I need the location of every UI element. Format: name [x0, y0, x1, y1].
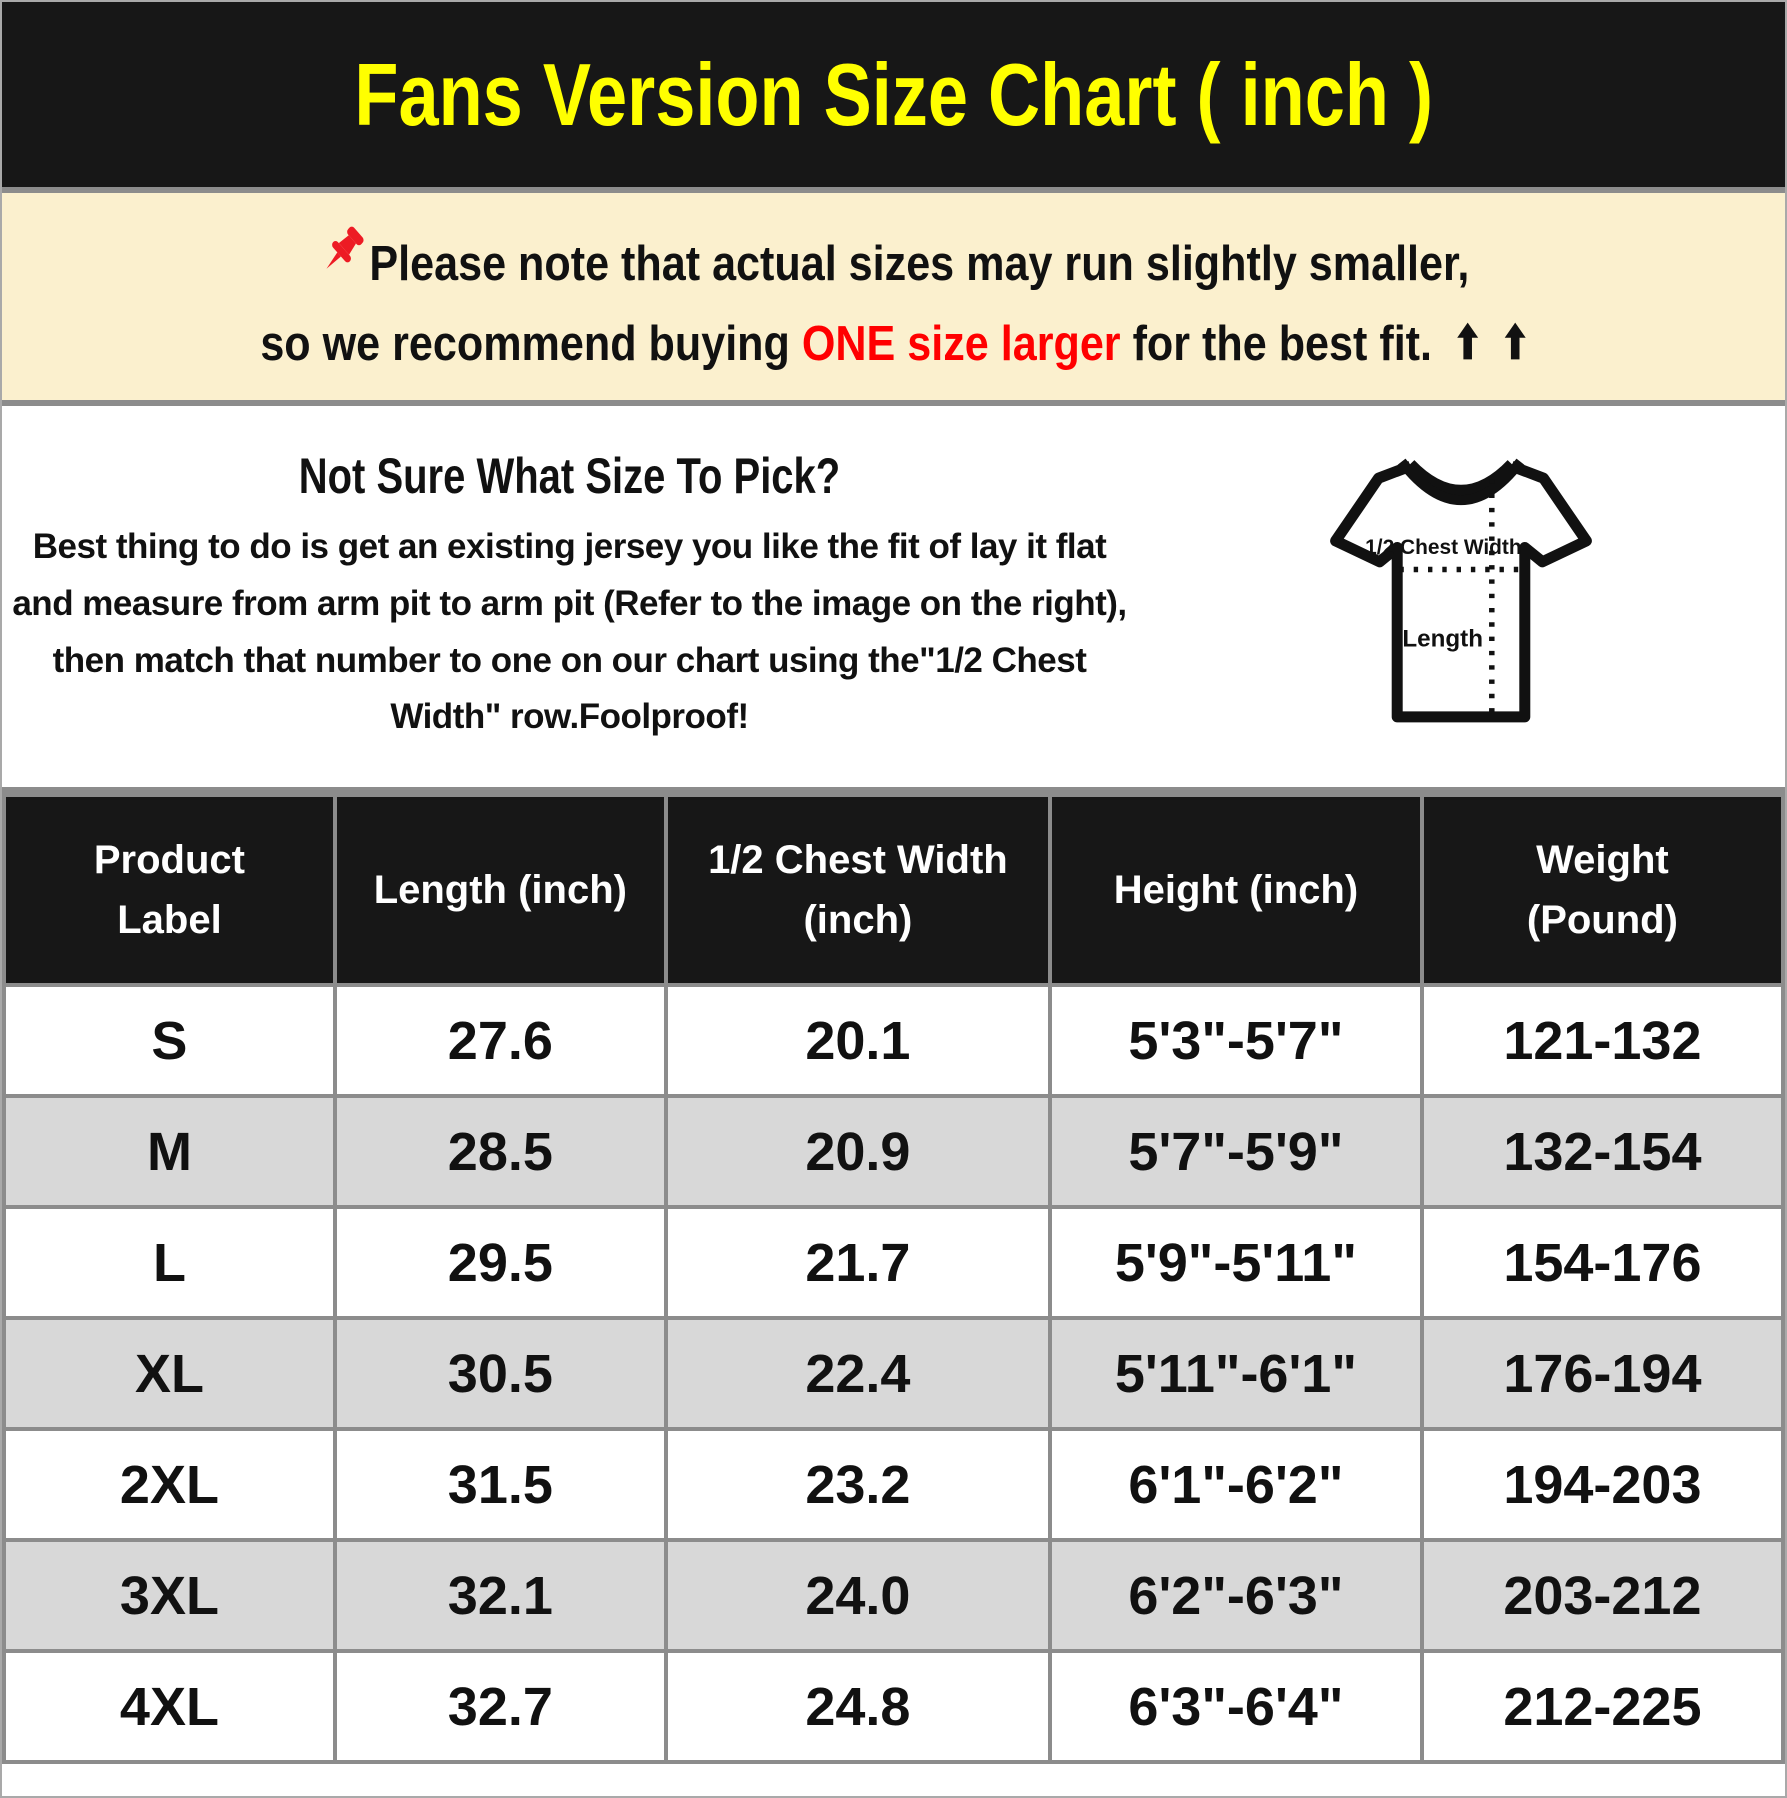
- height-cell: 6'3"-6'4": [1048, 1649, 1424, 1764]
- table-row-l: L 29.5 21.7 5'9"-5'11" 154-176: [2, 1205, 1786, 1320]
- length-cell: 32.1: [332, 1538, 668, 1653]
- header-line: Label: [117, 898, 222, 942]
- weight-cell: 212-225: [1419, 1649, 1786, 1764]
- weight-cell: 154-176: [1419, 1205, 1786, 1320]
- notice-banner: Please note that actual sizes may run sl…: [2, 193, 1785, 406]
- chest-cell: 21.7: [663, 1205, 1053, 1320]
- chest-width-label: 1/2 Chest Width: [1365, 536, 1522, 559]
- height-cell: 5'9"-5'11": [1048, 1205, 1424, 1320]
- pushpin-icon: [326, 226, 365, 269]
- table-row-2xl: 2XL 31.5 23.2 6'1"-6'2" 194-203: [2, 1427, 1786, 1542]
- notice-text-1: Please note that actual sizes may run sl…: [369, 236, 1470, 291]
- page-title: Fans Version Size Chart ( inch ): [236, 44, 1551, 146]
- header-row: Product Label Length (inch) 1/2 Chest Wi…: [2, 793, 1786, 987]
- notice-highlight: ONE size larger: [801, 316, 1121, 371]
- header-length: Length (inch): [332, 793, 668, 987]
- table-row-m: M 28.5 20.9 5'7"-5'9" 132-154: [2, 1094, 1786, 1209]
- header-weight: Weight (Pound): [1419, 793, 1786, 987]
- length-cell: 28.5: [332, 1094, 668, 1209]
- length-label: Length: [1402, 625, 1483, 652]
- chest-cell: 20.9: [663, 1094, 1053, 1209]
- table-row-xl: XL 30.5 22.4 5'11"-6'1" 176-194: [2, 1316, 1786, 1431]
- height-cell: 6'2"-6'3": [1048, 1538, 1424, 1653]
- weight-cell: 176-194: [1419, 1316, 1786, 1431]
- product-label-cell: L: [2, 1205, 337, 1320]
- table-row-4xl: 4XL 32.7 24.8 6'3"-6'4" 212-225: [2, 1649, 1786, 1764]
- header-line: Weight: [1536, 838, 1669, 882]
- size-table-header: Product Label Length (inch) 1/2 Chest Wi…: [2, 793, 1786, 987]
- header-product-label: Product Label: [2, 793, 337, 987]
- length-cell: 30.5: [332, 1316, 668, 1431]
- height-cell: 5'3"-5'7": [1048, 983, 1424, 1098]
- length-cell: 31.5: [332, 1427, 668, 1542]
- header-line: Length (inch): [373, 868, 627, 912]
- product-label-cell: M: [2, 1094, 337, 1209]
- weight-cell: 194-203: [1419, 1427, 1786, 1542]
- product-label-cell: 4XL: [2, 1649, 337, 1764]
- tshirt-measure-icon: 1/2 Chest Width Length: [1330, 458, 1592, 722]
- height-cell: 5'11"-6'1": [1048, 1316, 1424, 1431]
- chest-cell: 24.8: [663, 1649, 1053, 1764]
- weight-cell: 203-212: [1419, 1538, 1786, 1653]
- length-cell: 32.7: [332, 1649, 668, 1764]
- up-arrow-icon: [1504, 322, 1526, 359]
- up-arrow-icon: [1457, 322, 1479, 359]
- size-table: Product Label Length (inch) 1/2 Chest Wi…: [2, 793, 1786, 1764]
- weight-cell: 121-132: [1419, 983, 1786, 1098]
- header-line: Product: [93, 838, 245, 882]
- length-cell: 29.5: [332, 1205, 668, 1320]
- title-bar: Fans Version Size Chart ( inch ): [2, 2, 1785, 193]
- header-height: Height (inch): [1048, 793, 1424, 987]
- chest-cell: 23.2: [663, 1427, 1053, 1542]
- chest-cell: 22.4: [663, 1316, 1053, 1431]
- size-table-body: S 27.6 20.1 5'3"-5'7" 121-132 M 28.5 20.…: [2, 983, 1786, 1764]
- product-label-cell: XL: [2, 1316, 337, 1431]
- size-guide-body: Best thing to do is get an existing jers…: [12, 527, 1127, 737]
- header-chest-width: 1/2 Chest Width (inch): [663, 793, 1053, 987]
- table-row-s: S 27.6 20.1 5'3"-5'7" 121-132: [2, 983, 1786, 1098]
- header-line: (Pound): [1526, 898, 1678, 942]
- height-cell: 6'1"-6'2": [1048, 1427, 1424, 1542]
- size-guide-heading: Not Sure What Size To Pick?: [10, 447, 1129, 505]
- notice-line-1: Please note that actual sizes may run sl…: [238, 222, 1548, 292]
- weight-cell: 132-154: [1419, 1094, 1786, 1209]
- header-line: Height (inch): [1113, 868, 1359, 912]
- tshirt-diagram: 1/2 Chest Width Length: [1137, 432, 1785, 762]
- notice-line-2: so we recommend buying ONE size larger f…: [174, 316, 1613, 372]
- chest-cell: 20.1: [663, 983, 1053, 1098]
- size-guide-text: Not Sure What Size To Pick? Best thing t…: [2, 447, 1137, 746]
- length-cell: 27.6: [332, 983, 668, 1098]
- notice-text-2-after: for the best fit.: [1120, 316, 1433, 371]
- size-guide-heading-text: Not Sure What Size To Pick?: [298, 448, 841, 505]
- table-row-3xl: 3XL 32.1 24.0 6'2"-6'3" 203-212: [2, 1538, 1786, 1653]
- notice-line-1-content: Please note that actual sizes may run sl…: [317, 222, 1470, 292]
- page-title-text: Fans Version Size Chart ( inch ): [354, 44, 1433, 144]
- notice-line-2-content: so we recommend buying ONE size larger f…: [260, 316, 1526, 372]
- header-line: 1/2 Chest Width: [708, 838, 1008, 882]
- product-label-cell: 3XL: [2, 1538, 337, 1653]
- chest-cell: 24.0: [663, 1538, 1053, 1653]
- height-cell: 5'7"-5'9": [1048, 1094, 1424, 1209]
- size-guide-section: Not Sure What Size To Pick? Best thing t…: [2, 406, 1785, 793]
- header-line: (inch): [803, 898, 913, 942]
- product-label-cell: 2XL: [2, 1427, 337, 1542]
- product-label-cell: S: [2, 983, 337, 1098]
- notice-text-2-before: so we recommend buying: [260, 316, 802, 371]
